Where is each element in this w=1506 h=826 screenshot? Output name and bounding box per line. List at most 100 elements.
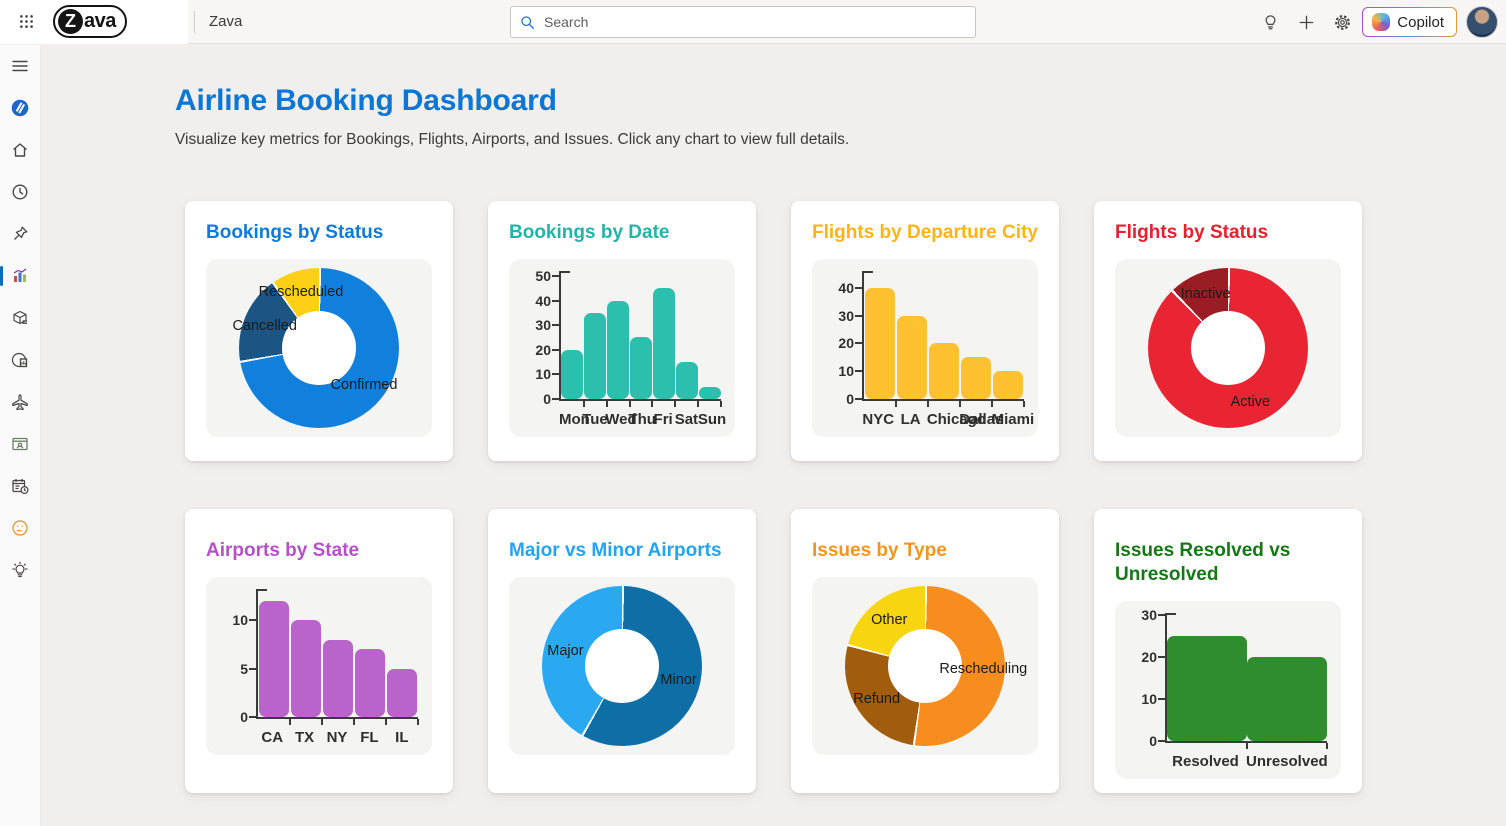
donut-slice-label: Minor [660,672,697,689]
app-name: Zava [209,13,243,30]
bar [698,386,721,399]
gear-icon [1334,14,1350,30]
lightbulb-icon [1265,14,1276,29]
donut-slice-label: Other [871,611,908,628]
main-content: Airline Booking Dashboard Visualize key … [41,45,1506,826]
top-bar: Z ava Zava Copilot [0,0,1506,44]
donut-slice-label: Confirmed [330,376,398,393]
chart-title: Issues Resolved vs Unresolved [1115,540,1291,585]
pin-icon [14,226,28,240]
selected-indicator [0,266,3,286]
donut-slice-label: Inactive [1180,285,1231,302]
y-axis-tick-label: 50 [535,268,551,285]
bar [584,312,607,399]
y-axis-tick-label: 10 [232,612,248,629]
x-axis-category-label: Dallas [959,410,1004,428]
sidebar-item-flights[interactable] [0,381,40,423]
topbar-actions: Copilot [1254,0,1498,44]
search-bar[interactable] [510,6,976,38]
bar [1167,635,1247,741]
y-axis-tick-label: 0 [846,390,854,407]
chart-card-issues-resolved-vs-unresolved[interactable]: Issues Resolved vs Unresolved 0 10 20 30 Res… [1094,509,1362,793]
y-axis-tick-label: 0 [1149,732,1157,749]
sidebar-item-orders[interactable] [0,297,40,339]
chart-card-bookings-by-status[interactable]: Bookings by Status Confirmed Cancelled Res… [185,201,453,461]
chart-card-major-vs-minor-airports[interactable]: Major vs Minor Airports Minor Major [488,509,756,793]
logo-chip: Z ava [0,0,188,44]
sidebar-item-home[interactable] [0,129,40,171]
bar [897,315,927,399]
y-axis-tick-label: 5 [240,660,248,677]
bar [961,357,991,399]
y-axis-tick-label: 10 [1141,690,1157,707]
sidebar-item-web-reports[interactable] [0,339,40,381]
chart-title: Flights by Departure City [812,222,1038,243]
chart-card-bookings-by-date[interactable]: Bookings by Date 0 10 20 30 40 50 Mon Tue Wed Thu… [488,201,756,461]
x-axis-category-label: Fri [653,410,673,428]
x-axis-category-label: Tue [582,410,608,428]
copilot-button[interactable]: Copilot [1362,7,1457,37]
y-axis-tick-label: 30 [838,307,854,324]
topbar-divider [194,10,195,33]
app-launcher-button[interactable] [11,7,41,37]
chart-card-issues-by-type[interactable]: Issues by Type Rescheduling Refund Other [791,509,1059,793]
waffle-icon [19,15,33,28]
x-axis-category-label: Chicago [926,410,986,428]
tips-button[interactable] [1254,6,1286,38]
x-axis-category-label: NYC [862,410,895,428]
bar [630,337,652,399]
sidebar-item-ideas[interactable] [0,549,40,591]
chart-title: Bookings by Status [206,222,384,243]
major-vs-minor-airports-donut-chart: Minor Major [509,576,735,755]
bookings-by-status-donut-chart: Confirmed Cancelled Rescheduled [206,258,432,437]
issues-by-type-donut-chart: Rescheduling Refund Other [812,576,1038,755]
page-subtitle: Visualize key metrics for Bookings, Flig… [175,131,850,148]
chart-card-airports-by-state[interactable]: Airports by State 0 5 10 CA TX NY FL IL [185,509,453,793]
donut-slice-label: Rescheduling [939,661,1028,678]
bar [929,343,959,399]
issues-resolved-vs-unresolved-bar-chart: 0 10 20 30 Resolved Unresolved [1115,600,1341,779]
sidebar-item-recent[interactable] [0,171,40,213]
chart-title: Major vs Minor Airports [509,540,722,561]
bar [259,601,289,717]
search-input[interactable] [544,14,967,30]
contact-card-icon [12,437,28,451]
sidebar-item-feedback[interactable] [0,507,40,549]
x-axis-category-label: Sun [697,410,727,428]
sidebar-item-pinned[interactable] [0,213,40,255]
home-icon [13,143,27,157]
bar [607,300,630,399]
bar [387,668,417,717]
zava-logo-text: ava [84,10,116,32]
user-avatar[interactable] [1466,6,1498,38]
bar [561,349,584,399]
dashboard-chart-icon [13,268,27,282]
bar [323,639,353,717]
sidebar-item-dashboards[interactable] [0,255,40,297]
y-axis-tick-label: 20 [1141,648,1157,665]
sidebar-item-contacts[interactable] [0,423,40,465]
bar [865,288,895,399]
sidebar-item-menu[interactable] [0,45,40,87]
bar [355,649,385,717]
flights-by-status-donut-chart: Active Inactive [1115,258,1341,437]
donut-slice-label: Major [547,643,584,660]
chart-card-flights-by-departure-city[interactable]: Flights by Departure City 0 10 20 30 40 NYC LA… [791,201,1059,461]
zava-logo[interactable]: Z ava [53,5,127,38]
y-axis-tick-label: 20 [535,341,551,358]
y-axis-tick-label: 10 [535,366,551,383]
chart-card-flights-by-status[interactable]: Flights by Status Active Inactive [1094,201,1362,461]
x-axis-category-label: Unresolved [1246,752,1328,770]
flights-by-departure-city-bar-chart: 0 10 20 30 40 NYC LA Chicago Dallas Miami [812,258,1038,437]
add-button[interactable] [1290,6,1322,38]
x-axis-category-label: TX [295,728,315,746]
x-axis-category-label: Sat [674,410,699,428]
sidebar-item-zava-app[interactable] [0,87,40,129]
search-icon [521,15,535,29]
y-axis-tick-label: 20 [838,335,854,352]
x-axis-category-label: LA [900,410,921,428]
package-icon [13,310,27,325]
settings-button[interactable] [1326,6,1358,38]
x-axis-category-label: NY [326,728,348,746]
sidebar-item-schedule[interactable] [0,465,40,507]
